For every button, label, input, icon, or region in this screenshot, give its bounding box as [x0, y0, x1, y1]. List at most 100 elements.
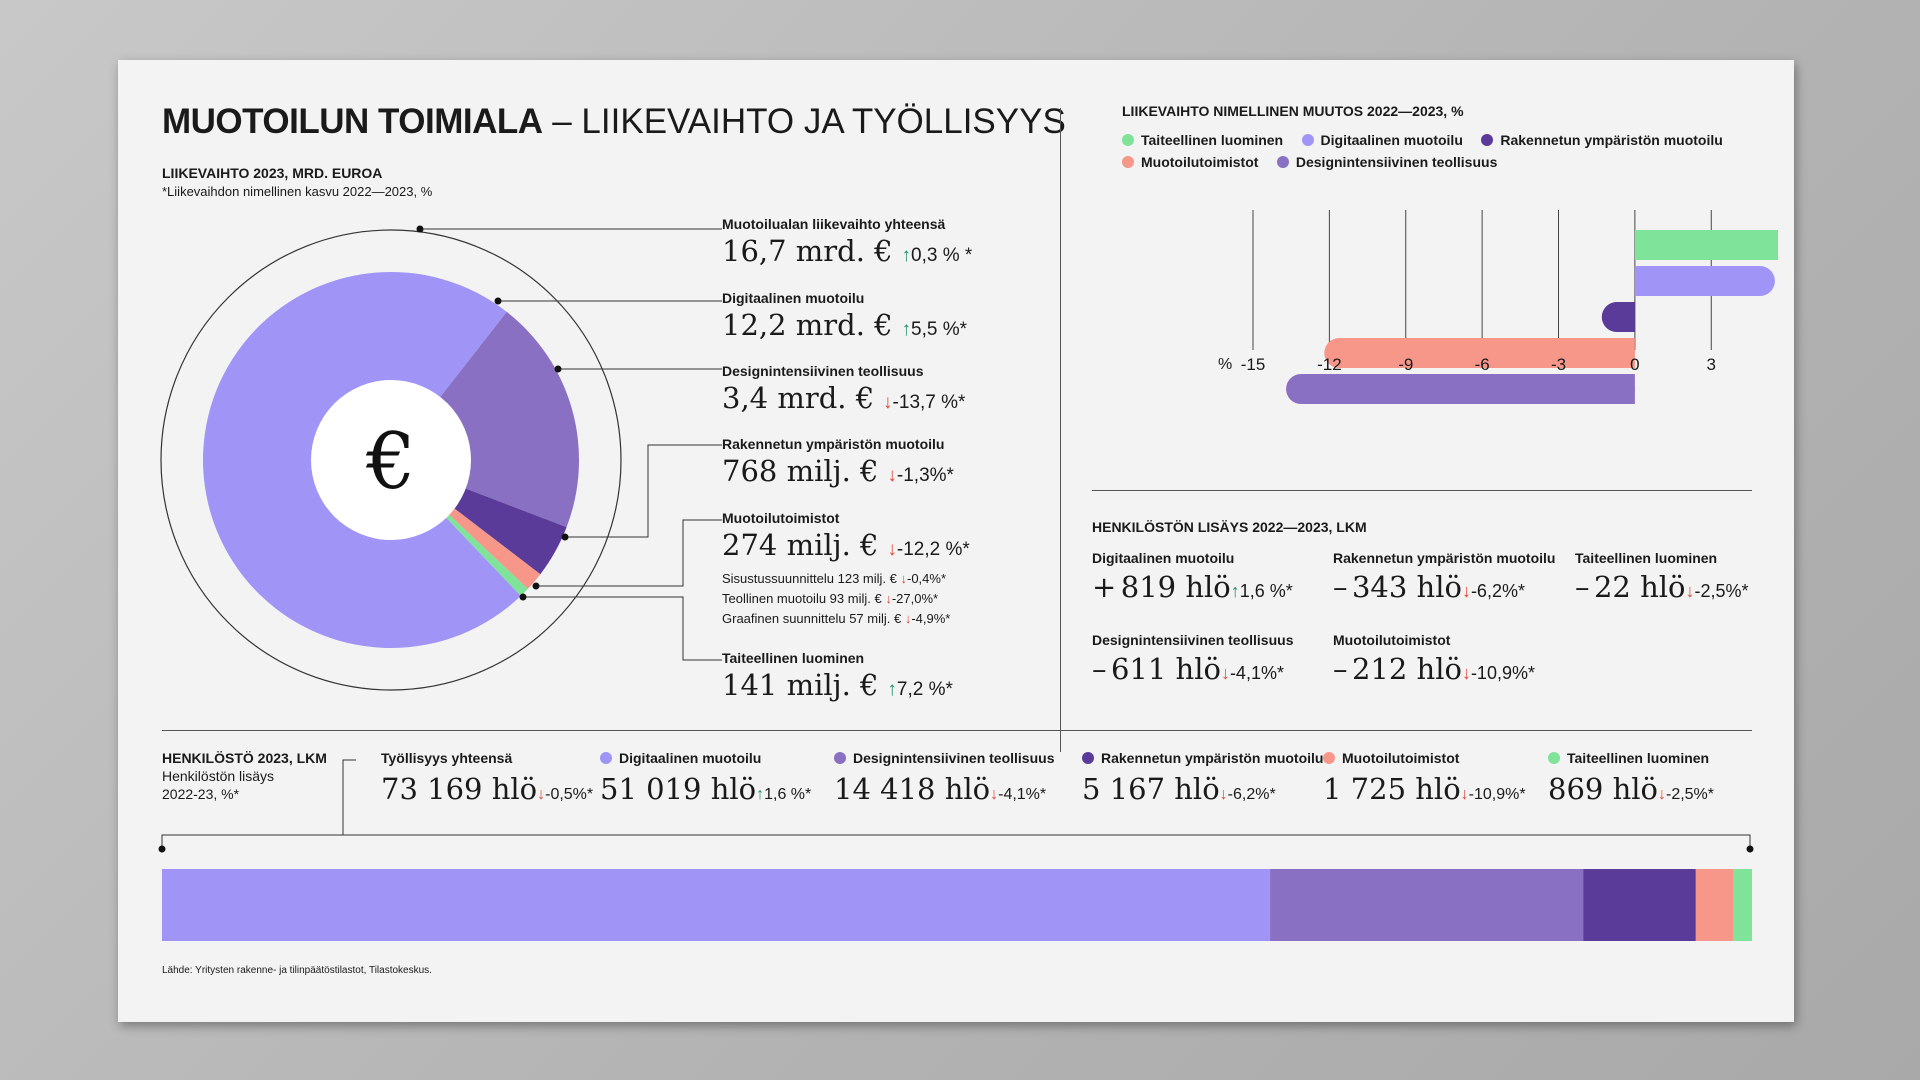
employment-item-row: 73 169 hlö↓-0,5%*: [381, 772, 593, 806]
revenue-item-value: 141 milj. €: [722, 668, 879, 702]
staff-change-pct: -6,2%*: [1470, 581, 1525, 601]
pie-center-hole: [311, 380, 471, 540]
revenue-item-value: 768 milj. €: [722, 454, 879, 488]
employment-item: Digitaalinen muotoilu 51 019 hlö↑1,6 %*: [600, 750, 811, 806]
revenue-heading: LIIKEVAIHTO 2023, MRD. EUROA: [162, 165, 383, 181]
staff-change-heading: HENKILÖSTÖN LISÄYS 2022—2023, LKM: [1092, 519, 1367, 535]
leader-dot: [416, 225, 424, 233]
arrow-up-icon: ↑: [901, 245, 912, 266]
arrow-down-icon: ↓: [1685, 581, 1695, 601]
revenue-item-value: 12,2 mrd. €: [722, 308, 893, 342]
arrow-up-icon: ↑: [901, 319, 912, 340]
employment-item-value: 869 hlö: [1548, 772, 1658, 806]
legend-item: Taiteellinen luominen: [1122, 132, 1283, 148]
revenue-item-change: -1,3%*: [896, 465, 954, 486]
bottom-divider: [162, 730, 1752, 731]
legend-item: Designintensiivinen teollisuus: [1276, 154, 1497, 170]
bar-chart-heading: LIIKEVAIHTO NIMELLINEN MUUTOS 2022—2023,…: [1122, 103, 1464, 119]
pie-outer-ring: [160, 229, 622, 691]
revenue-item-value: 274 milj. €: [722, 528, 879, 562]
staff-change-sign: +: [1092, 570, 1117, 604]
employment-item-change: -0,5%*: [545, 786, 594, 803]
staff-change-item: Designintensiivinen teollisuus – 611 hlö↓…: [1092, 632, 1293, 686]
stack-segment-digitaalinen-muotoilu: [162, 869, 1271, 941]
staff-change-sign: –: [1333, 652, 1348, 686]
revenue-item-row: 274 milj. € ↓-12,2 %*: [722, 528, 970, 562]
leader-dot: [519, 593, 527, 601]
employment-item: Työllisyys yhteensä 73 169 hlö↓-0,5%*: [381, 750, 593, 806]
x-tick-label: -15: [1241, 355, 1266, 374]
arrow-down-icon: ↓: [990, 786, 999, 803]
revenue-pie-chart: €: [160, 225, 722, 691]
employment-item-change: -4,1%*: [998, 786, 1047, 803]
bar-base: [1619, 338, 1635, 368]
employment-item-change: -6,2%*: [1227, 786, 1276, 803]
staff-change-label: Muotoilutoimistot: [1333, 632, 1451, 648]
staff-change-item: Digitaalinen muotoilu + 819 hlö↑1,6 %*: [1092, 550, 1293, 604]
employment-item-label: Taiteellinen luominen: [1548, 750, 1714, 766]
legend-dot-icon: [1122, 134, 1134, 146]
legend-dot-icon: [834, 752, 846, 764]
employment-item-row: 5 167 hlö↓-6,2%*: [1082, 772, 1323, 806]
bar-base: [1619, 374, 1635, 404]
sub-item: Graafinen suunnittelu 57 milj. € ↓-4,9%*: [722, 611, 951, 626]
legend-dot-icon: [1082, 752, 1094, 764]
legend-dot-icon: [600, 752, 612, 764]
employment-item: Rakennetun ympäristön muotoilu 5 167 hlö↓…: [1082, 750, 1323, 806]
staff-change-label: Taiteellinen luominen: [1575, 550, 1718, 566]
x-tick-label: -9: [1398, 355, 1413, 374]
legend-dot-icon: [1122, 156, 1134, 168]
revenue-item-row: 16,7 mrd. € ↑0,3 % *: [722, 234, 972, 268]
source-note: Lähde: Yritysten rakenne- ja tilinpäätös…: [162, 965, 432, 976]
staff-change-row: – 212 hlö↓-10,9%*: [1333, 652, 1535, 686]
arrow-up-icon: ↑: [1230, 581, 1240, 601]
legend-dot-icon: [1548, 752, 1560, 764]
arrow-down-icon: ↓: [1219, 786, 1228, 803]
title-bold: MUOTOILUN TOIMIALA: [162, 102, 543, 141]
x-tick-label: -3: [1551, 355, 1566, 374]
page-title: MUOTOILUN TOIMIALA – LIIKEVAIHTO JA TYÖL…: [162, 102, 1066, 142]
staff-change-value: 212 hlö: [1351, 652, 1462, 686]
arrow-down-icon: ↓: [887, 539, 897, 560]
leader-line: [523, 596, 722, 661]
employment-item-value: 14 418 hlö: [834, 772, 991, 806]
employment-item-change: -10,9%*: [1468, 786, 1526, 803]
infographic-sheet: MUOTOILUN TOIMIALA – LIIKEVAIHTO JA TYÖL…: [118, 60, 1794, 1022]
employment-item-label: Designintensiivinen teollisuus: [834, 750, 1054, 766]
arrow-down-icon: ↓: [883, 392, 893, 413]
revenue-item-label: Designintensiivinen teollisuus: [722, 363, 924, 379]
revenue-item-change: -13,7 %*: [892, 392, 966, 413]
employment-item-label: Digitaalinen muotoilu: [600, 750, 811, 766]
leader-line: [565, 444, 722, 538]
employment-item-label: Rakennetun ympäristön muotoilu: [1082, 750, 1323, 766]
revenue-item-row: 768 milj. € ↓-1,3%*: [722, 454, 954, 488]
revenue-item-label: Muotoilualan liikevaihto yhteensä: [722, 216, 946, 232]
x-tick-label: 0: [1630, 355, 1639, 374]
staff-change-row: – 22 hlö↓-2,5%*: [1575, 570, 1749, 604]
bar-chart-legend: Taiteellinen luominen Digitaalinen muoto…: [1122, 132, 1762, 176]
employment-item: Muotoilutoimistot 1 725 hlö↓-10,9%*: [1323, 750, 1526, 806]
revenue-item-change: 5,5 %*: [911, 319, 967, 340]
staff-change-sign: –: [1575, 570, 1590, 604]
leader-dot: [554, 365, 562, 373]
staff-change-sign: –: [1333, 570, 1348, 604]
stack-segment-designintensiivinen-teollisuus: [1270, 869, 1584, 941]
x-tick-label: -6: [1475, 355, 1490, 374]
staff-change-label: Digitaalinen muotoilu: [1092, 550, 1235, 566]
employment-item-change: 1,6 %*: [764, 786, 812, 803]
revenue-item-label: Taiteellinen luominen: [722, 650, 865, 666]
x-tick-label: -12: [1317, 355, 1342, 374]
legend-item: Muotoilutoimistot: [1122, 154, 1258, 170]
staff-change-pct: -4,1%*: [1229, 663, 1284, 683]
arrow-down-icon: ↓: [1460, 786, 1469, 803]
right-divider: [1092, 490, 1752, 491]
revenue-item: Designintensiivinen teollisuus 3,4 mrd. €…: [722, 363, 965, 415]
sub-items-block: Sisustussuunnittelu 123 milj. € ↓-0,4%* …: [722, 571, 950, 631]
revenue-item-label: Rakennetun ympäristön muotoilu: [722, 436, 945, 452]
revenue-item: Muotoilualan liikevaihto yhteensä 16,7 mr…: [722, 216, 972, 268]
leader-dot: [532, 582, 540, 590]
staff-change-label: Rakennetun ympäristön muotoilu: [1333, 550, 1556, 566]
arrow-down-icon: ↓: [1220, 663, 1230, 683]
employment-item-value: 51 019 hlö: [600, 772, 757, 806]
sub-item: Sisustussuunnittelu 123 milj. € ↓-0,4%*: [722, 571, 947, 586]
